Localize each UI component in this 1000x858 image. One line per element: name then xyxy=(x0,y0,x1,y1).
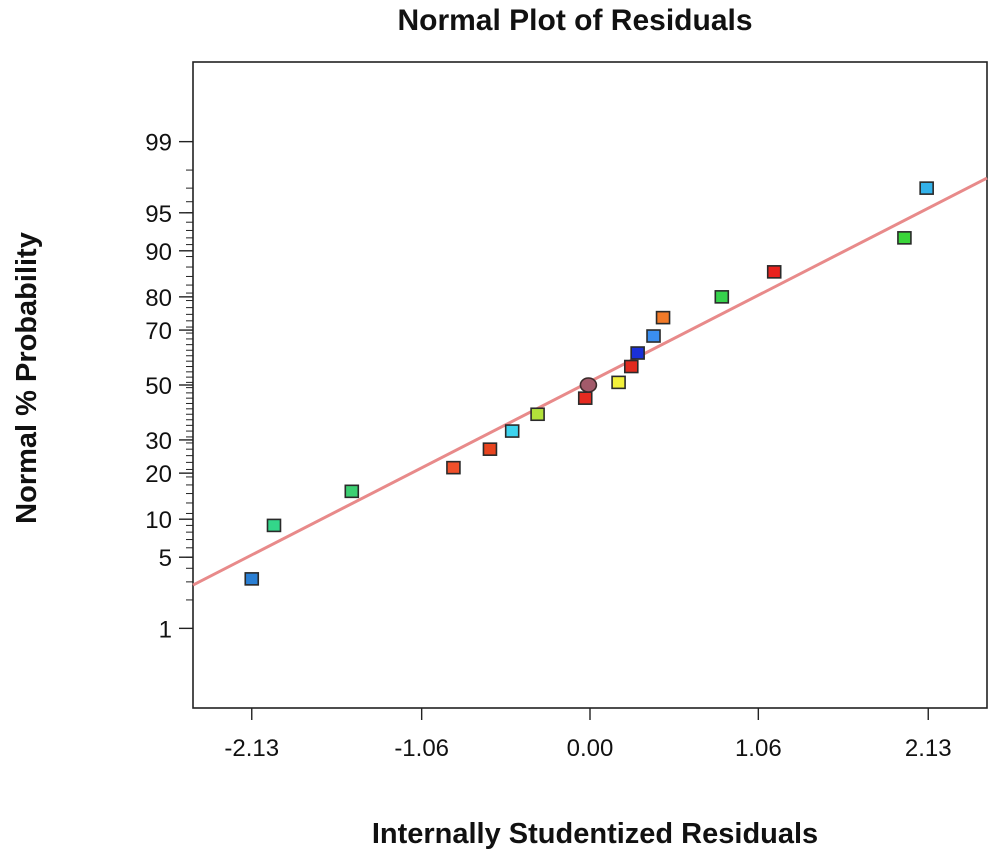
data-point-2 xyxy=(344,484,360,499)
y-axis: 1 5 10 20 30 50 70 80 90 95 99 xyxy=(145,130,193,643)
y-tick-label-7: 80 xyxy=(145,285,172,312)
x-tick-label-1: -1.06 xyxy=(394,735,449,762)
data-point-9 xyxy=(611,375,626,390)
data-point-17 xyxy=(919,181,934,195)
x-axis: -2.13 -1.06 0.00 1.06 2.13 xyxy=(224,708,952,762)
data-point-13 xyxy=(655,310,671,325)
data-point-0 xyxy=(244,572,260,586)
x-tick-label-2: 0.00 xyxy=(567,735,614,762)
data-point-15 xyxy=(766,265,782,279)
x-tick-label-3: 1.06 xyxy=(735,735,782,762)
data-point-11 xyxy=(630,346,645,360)
data-point-5 xyxy=(504,424,520,438)
y-tick-label-6: 70 xyxy=(145,318,172,345)
y-tick-label-2: 10 xyxy=(145,507,172,534)
data-point-6 xyxy=(530,407,545,422)
data-point-3 xyxy=(446,460,461,475)
x-tick-label-4: 2.13 xyxy=(905,735,952,762)
data-point-4 xyxy=(482,442,498,456)
data-point-14 xyxy=(714,290,730,304)
y-tick-label-5: 50 xyxy=(145,373,172,400)
y-tick-label-4: 30 xyxy=(145,428,172,455)
data-point-12 xyxy=(646,329,661,343)
y-tick-label-0: 1 xyxy=(159,616,172,643)
data-points xyxy=(244,181,934,586)
y-tick-label-1: 5 xyxy=(159,545,172,572)
y-axis-title: Normal % Probability xyxy=(11,232,43,524)
data-point-7 xyxy=(577,391,593,405)
x-tick-label-0: -2.13 xyxy=(224,735,279,762)
y-tick-label-3: 20 xyxy=(145,461,172,488)
data-point-8 xyxy=(579,377,598,393)
y-tick-label-8: 90 xyxy=(145,239,172,266)
data-point-1 xyxy=(266,518,282,533)
y-tick-label-10: 99 xyxy=(145,130,172,157)
data-point-16 xyxy=(897,231,912,245)
data-point-10 xyxy=(623,359,639,374)
x-axis-title: Internally Studentized Residuals xyxy=(372,818,818,850)
y-tick-label-9: 95 xyxy=(145,201,172,228)
chart-title: Normal Plot of Residuals xyxy=(397,4,752,37)
